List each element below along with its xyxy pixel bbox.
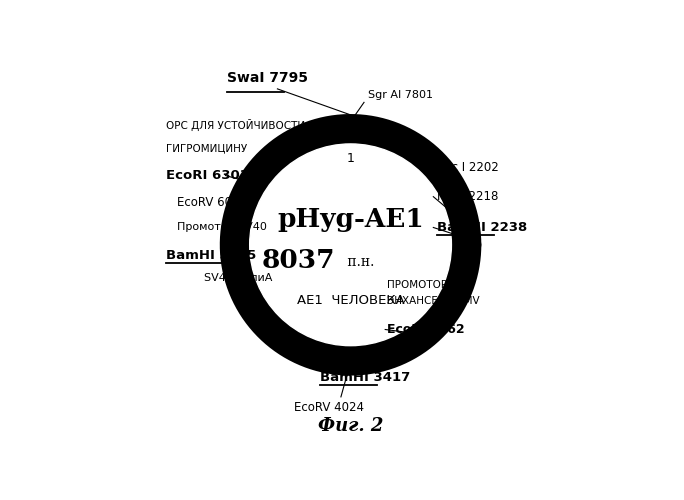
Text: BamHI 3417: BamHI 3417 <box>319 371 410 384</box>
Text: ЭНХАНСЕР MCMV: ЭНХАНСЕР MCMV <box>387 296 479 306</box>
Text: ПРОМОТОР/: ПРОМОТОР/ <box>387 280 451 290</box>
Text: Sgr AI 7801: Sgr AI 7801 <box>368 90 433 101</box>
Polygon shape <box>415 328 429 342</box>
Text: Not I 2218: Not I 2218 <box>437 190 499 203</box>
Polygon shape <box>243 288 254 302</box>
Text: BamHI 2238: BamHI 2238 <box>437 221 527 234</box>
Text: Промотор SV40: Промотор SV40 <box>177 222 267 232</box>
Text: 8037: 8037 <box>262 248 335 272</box>
Text: ГИГРОМИЦИНУ: ГИГРОМИЦИНУ <box>166 144 247 154</box>
Polygon shape <box>443 180 456 194</box>
Circle shape <box>250 144 451 346</box>
Text: SV40 полиА: SV40 полиА <box>205 272 273 282</box>
Text: pHyg-AE1: pHyg-AE1 <box>277 208 424 233</box>
Text: п.н.: п.н. <box>343 255 374 269</box>
Text: EcoRV 6049: EcoRV 6049 <box>177 196 248 209</box>
Text: ОРС ДЛЯ УСТОЙЧИВОСТИ К: ОРС ДЛЯ УСТОЙЧИВОСТИ К <box>166 120 315 132</box>
Text: EcoRV 4024: EcoRV 4024 <box>294 400 365 413</box>
Text: EcoRI 6303: EcoRI 6303 <box>166 169 249 182</box>
Text: EcoRI 2862: EcoRI 2862 <box>387 323 464 336</box>
Text: 1: 1 <box>347 152 354 166</box>
Text: Sac I 2202: Sac I 2202 <box>437 162 499 174</box>
Text: Фиг. 2: Фиг. 2 <box>318 418 383 436</box>
Text: SwaI 7795: SwaI 7795 <box>227 71 308 85</box>
Polygon shape <box>267 325 280 338</box>
Text: BamHI 5845: BamHI 5845 <box>166 248 256 262</box>
Text: АЕ1  ЧЕЛОВЕКА: АЕ1 ЧЕЛОВЕКА <box>297 294 404 307</box>
